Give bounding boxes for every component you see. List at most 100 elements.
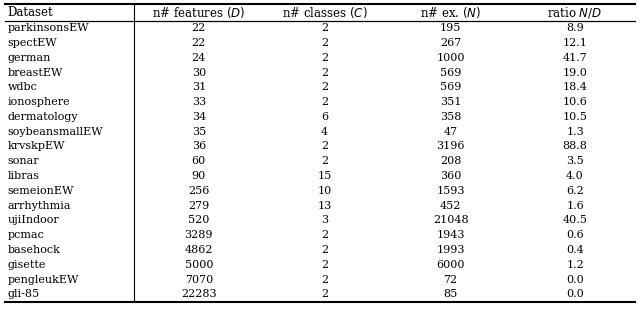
Text: 30: 30 [191,68,206,78]
Text: 3: 3 [321,215,328,226]
Text: 1943: 1943 [436,230,465,240]
Text: 13: 13 [317,201,332,211]
Text: 2: 2 [321,68,328,78]
Text: 3289: 3289 [184,230,213,240]
Text: libras: libras [8,171,40,181]
Text: 0.6: 0.6 [566,230,584,240]
Text: 2: 2 [321,97,328,107]
Text: 2: 2 [321,275,328,285]
Text: 4.0: 4.0 [566,171,584,181]
Text: basehock: basehock [8,245,61,255]
Text: Dataset: Dataset [8,6,53,19]
Text: 0.0: 0.0 [566,275,584,285]
Text: 4: 4 [321,127,328,137]
Text: parkinsonsEW: parkinsonsEW [8,23,90,33]
Text: n# ex. $(N)$: n# ex. $(N)$ [420,5,481,20]
Text: 22: 22 [191,23,206,33]
Text: 1000: 1000 [436,53,465,63]
Text: 85: 85 [444,289,458,299]
Text: 279: 279 [188,201,209,211]
Text: 351: 351 [440,97,461,107]
Text: 569: 569 [440,82,461,92]
Text: spectEW: spectEW [8,38,58,48]
Text: 195: 195 [440,23,461,33]
Text: n# classes $(C)$: n# classes $(C)$ [282,5,367,20]
Text: 2: 2 [321,141,328,151]
Text: 569: 569 [440,68,461,78]
Text: krvskpEW: krvskpEW [8,141,65,151]
Text: 19.0: 19.0 [563,68,588,78]
Text: 41.7: 41.7 [563,53,588,63]
Text: gli-85: gli-85 [8,289,40,299]
Text: 2: 2 [321,245,328,255]
Text: ratio $N/D$: ratio $N/D$ [547,5,603,20]
Text: 208: 208 [440,156,461,166]
Text: 3.5: 3.5 [566,156,584,166]
Text: n# features $(D)$: n# features $(D)$ [152,5,245,20]
Text: 60: 60 [191,156,206,166]
Text: 520: 520 [188,215,209,226]
Text: 35: 35 [191,127,206,137]
Text: 1.3: 1.3 [566,127,584,137]
Text: 1.2: 1.2 [566,260,584,270]
Text: 267: 267 [440,38,461,48]
Text: ionosphere: ionosphere [8,97,70,107]
Text: 12.1: 12.1 [563,38,588,48]
Text: wdbc: wdbc [8,82,38,92]
Text: 1.6: 1.6 [566,201,584,211]
Text: 1593: 1593 [436,186,465,196]
Text: 2: 2 [321,289,328,299]
Text: 358: 358 [440,112,461,122]
Text: 452: 452 [440,201,461,211]
Text: 256: 256 [188,186,209,196]
Text: 10.6: 10.6 [563,97,588,107]
Text: 3196: 3196 [436,141,465,151]
Text: 10: 10 [317,186,332,196]
Text: 21048: 21048 [433,215,468,226]
Text: semeionEW: semeionEW [8,186,74,196]
Text: 0.0: 0.0 [566,289,584,299]
Text: dermatology: dermatology [8,112,78,122]
Text: 8.9: 8.9 [566,23,584,33]
Text: 2: 2 [321,260,328,270]
Text: 36: 36 [191,141,206,151]
Text: arrhythmia: arrhythmia [8,201,71,211]
Text: pengleukEW: pengleukEW [8,275,79,285]
Text: 18.4: 18.4 [563,82,588,92]
Text: 10.5: 10.5 [563,112,588,122]
Text: 5000: 5000 [184,260,213,270]
Text: 2: 2 [321,230,328,240]
Text: 72: 72 [444,275,458,285]
Text: 47: 47 [444,127,458,137]
Text: 2: 2 [321,38,328,48]
Text: 0.4: 0.4 [566,245,584,255]
Text: german: german [8,53,51,63]
Text: 22: 22 [191,38,206,48]
Text: 1993: 1993 [436,245,465,255]
Text: soybeansmallEW: soybeansmallEW [8,127,103,137]
Text: 6.2: 6.2 [566,186,584,196]
Text: 90: 90 [191,171,206,181]
Text: sonar: sonar [8,156,39,166]
Text: 31: 31 [191,82,206,92]
Text: 4862: 4862 [184,245,213,255]
Text: 22283: 22283 [181,289,216,299]
Text: 2: 2 [321,156,328,166]
Text: 6000: 6000 [436,260,465,270]
Text: gisette: gisette [8,260,46,270]
Text: 88.8: 88.8 [563,141,588,151]
Text: 7070: 7070 [185,275,213,285]
Text: 34: 34 [191,112,206,122]
Text: 15: 15 [317,171,332,181]
Text: pcmac: pcmac [8,230,45,240]
Text: breastEW: breastEW [8,68,63,78]
Text: ujiIndoor: ujiIndoor [8,215,60,226]
Text: 40.5: 40.5 [563,215,588,226]
Text: 24: 24 [191,53,206,63]
Text: 6: 6 [321,112,328,122]
Text: 2: 2 [321,82,328,92]
Text: 2: 2 [321,53,328,63]
Text: 360: 360 [440,171,461,181]
Text: 2: 2 [321,23,328,33]
Text: 33: 33 [191,97,206,107]
